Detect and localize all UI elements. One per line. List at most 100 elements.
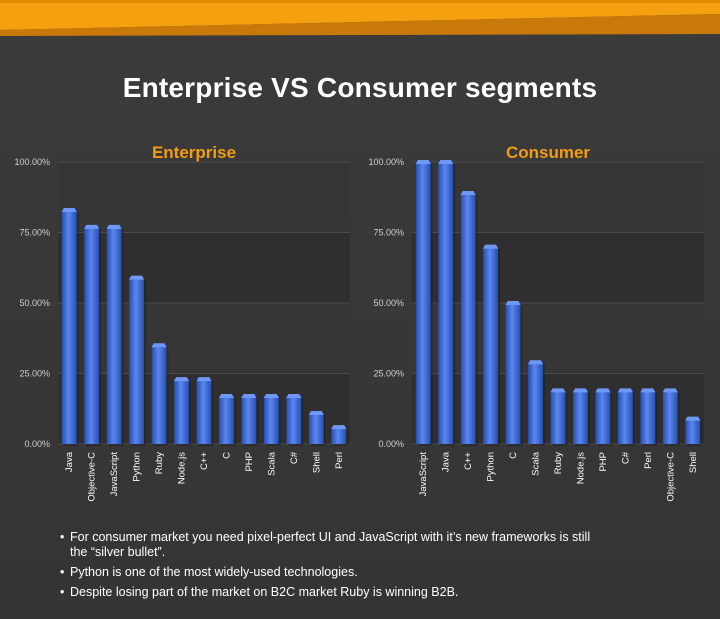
x-tick-label: Node.js bbox=[575, 452, 586, 484]
bar-cap bbox=[219, 394, 234, 399]
x-tick-label: PHP bbox=[598, 452, 609, 472]
bar bbox=[331, 427, 347, 444]
x-tick-label: C bbox=[508, 452, 519, 459]
bar bbox=[151, 345, 167, 444]
x-tick-label: PHP bbox=[244, 452, 255, 472]
bar bbox=[286, 396, 302, 444]
x-tick-label: Python bbox=[132, 452, 143, 482]
bar bbox=[505, 303, 521, 444]
x-tick-label: Python bbox=[486, 452, 497, 482]
consumer-chart: Consumer 0.00% 25.00% 50.00% 75.00% 100.00% Ja… bbox=[362, 130, 712, 515]
grid-band bbox=[58, 162, 350, 233]
bar bbox=[662, 390, 678, 444]
bar-cap bbox=[617, 388, 633, 393]
y-tick-label: 50.00% bbox=[373, 298, 404, 308]
bar-cap bbox=[415, 160, 431, 164]
y-tick-label: 100.00% bbox=[368, 157, 404, 167]
bar-cap bbox=[685, 416, 701, 421]
consumer-chart-plot: Consumer 0.00% 25.00% 50.00% 75.00% 100.00% Ja… bbox=[368, 143, 704, 502]
bullet-dot: • bbox=[60, 530, 65, 544]
bullet-item: • Python is one of the most widely-used … bbox=[60, 565, 660, 580]
bar-cap bbox=[573, 388, 588, 393]
bar-cap bbox=[550, 388, 566, 393]
bullet-text: Python is one of the most widely-used te… bbox=[70, 565, 358, 579]
bar-cap bbox=[662, 388, 678, 393]
grid-band bbox=[412, 303, 704, 374]
x-tick-label: Scala bbox=[531, 451, 542, 475]
bullet-item: • For consumer market you need pixel-per… bbox=[60, 530, 660, 560]
bar bbox=[685, 418, 701, 444]
bar bbox=[308, 412, 324, 444]
bar-cap bbox=[528, 360, 543, 365]
chart-title: Enterprise bbox=[152, 143, 236, 162]
bar bbox=[241, 396, 257, 444]
x-tick-label: JavaScript bbox=[109, 452, 120, 497]
x-tick-label: C++ bbox=[199, 452, 210, 470]
y-tick-label: 50.00% bbox=[19, 298, 50, 308]
bar bbox=[617, 390, 633, 444]
bar-cap bbox=[460, 191, 476, 196]
bar-cap bbox=[106, 224, 122, 229]
bar bbox=[483, 246, 499, 444]
bar-cap bbox=[640, 388, 656, 393]
bar-cap bbox=[483, 244, 499, 249]
page-title: Enterprise VS Consumer segments bbox=[122, 72, 598, 103]
bar bbox=[219, 396, 234, 444]
bar bbox=[438, 162, 454, 444]
bar bbox=[106, 226, 122, 444]
grid-band bbox=[412, 232, 704, 303]
bullet-list: • For consumer market you need pixel-per… bbox=[60, 530, 660, 605]
x-tick-label: C bbox=[221, 452, 232, 459]
bar-cap bbox=[263, 394, 279, 399]
enterprise-chart: Enterprise 0.00% 25.00% 50.00% 75.00% 100.00%… bbox=[8, 130, 358, 515]
bar bbox=[61, 209, 77, 444]
bar-cap bbox=[308, 410, 324, 415]
bar bbox=[640, 390, 656, 444]
bar-cap bbox=[196, 377, 212, 382]
enterprise-chart-plot: Enterprise 0.00% 25.00% 50.00% 75.00% 100.00%… bbox=[14, 143, 350, 502]
bar bbox=[415, 162, 431, 444]
x-tick-label: Node.js bbox=[177, 452, 188, 484]
bar bbox=[196, 379, 212, 444]
bar bbox=[573, 390, 588, 444]
x-tick-label: JavaScript bbox=[418, 452, 429, 497]
bar-cap bbox=[438, 160, 454, 164]
bar-cap bbox=[61, 207, 77, 212]
y-tick-label: 100.00% bbox=[14, 157, 50, 167]
top-accent-banner bbox=[0, 0, 720, 36]
bullet-text: Despite losing part of the market on B2C… bbox=[70, 585, 459, 599]
bar-cap bbox=[595, 388, 611, 393]
bar bbox=[528, 362, 543, 444]
x-tick-label: Objective-C bbox=[665, 452, 676, 502]
bar-cap bbox=[331, 425, 347, 430]
bar-cap bbox=[151, 343, 167, 348]
bar-cap bbox=[174, 377, 189, 382]
bar-cap bbox=[505, 301, 521, 305]
x-tick-label: Shell bbox=[311, 452, 322, 473]
bar bbox=[129, 277, 145, 444]
y-tick-label: 25.00% bbox=[19, 369, 50, 379]
bullet-text: For consumer market you need pixel-perfe… bbox=[70, 530, 591, 559]
bar bbox=[174, 379, 189, 444]
bar-cap bbox=[129, 275, 145, 280]
y-tick-label: 0.00% bbox=[378, 439, 404, 449]
x-tick-label: Java bbox=[64, 451, 75, 472]
x-tick-label: C++ bbox=[463, 452, 474, 470]
x-tick-label: Ruby bbox=[553, 452, 564, 474]
y-tick-label: 0.00% bbox=[24, 439, 50, 449]
y-tick-label: 75.00% bbox=[19, 228, 50, 238]
bar-cap bbox=[84, 224, 100, 229]
y-tick-label: 25.00% bbox=[373, 369, 404, 379]
x-tick-label: C# bbox=[289, 451, 300, 464]
bar bbox=[263, 396, 279, 444]
x-tick-label: Java bbox=[441, 451, 452, 472]
y-tick-label: 75.00% bbox=[373, 228, 404, 238]
bullet-dot: • bbox=[60, 585, 65, 599]
bullet-dot: • bbox=[60, 565, 65, 579]
bar bbox=[550, 390, 566, 444]
grid-band bbox=[58, 303, 350, 374]
x-tick-label: Scala bbox=[266, 451, 277, 475]
bar bbox=[460, 193, 476, 444]
chart-title: Consumer bbox=[506, 143, 590, 162]
